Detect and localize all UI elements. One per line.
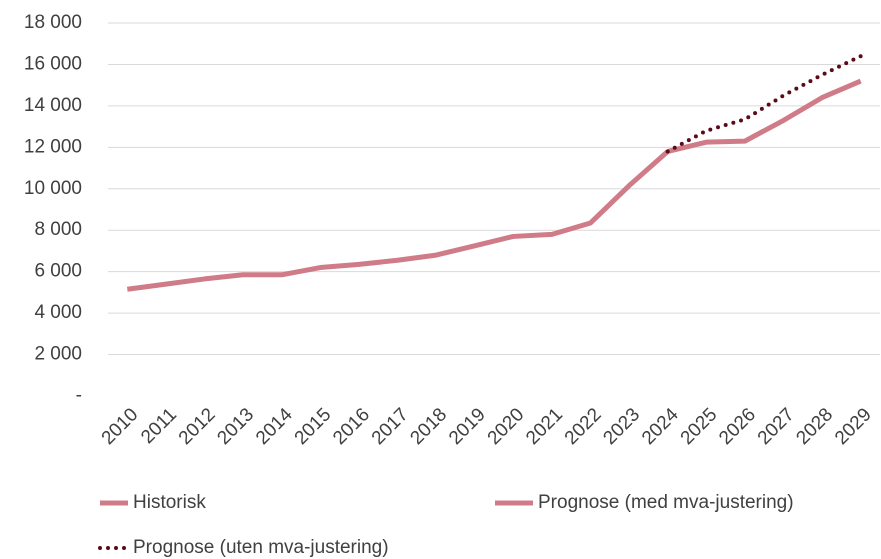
y-tick-label: 8 000 bbox=[34, 219, 82, 240]
x-tick-label: 2020 bbox=[484, 404, 529, 449]
x-tick-label: 2023 bbox=[599, 404, 644, 449]
y-tick-label: 4 000 bbox=[34, 302, 82, 323]
x-tick-label: 2026 bbox=[715, 404, 760, 449]
x-tick-label: 2014 bbox=[252, 404, 297, 449]
x-tick-label: 2016 bbox=[329, 404, 374, 449]
x-tick-label: 2019 bbox=[445, 404, 490, 449]
x-tick-label: 2011 bbox=[137, 404, 181, 448]
x-tick-label: 2017 bbox=[368, 404, 413, 449]
x-tick-label: 2025 bbox=[677, 404, 722, 449]
x-tick-label: 2029 bbox=[831, 404, 876, 449]
y-tick-label: 16 000 bbox=[24, 53, 82, 74]
y-tick-label: 2 000 bbox=[34, 344, 82, 365]
x-tick-label: 2021 bbox=[522, 404, 567, 449]
series-line bbox=[126, 149, 670, 292]
x-tick-label: 2018 bbox=[406, 404, 451, 449]
x-tick-label: 2027 bbox=[754, 404, 799, 449]
series-line bbox=[665, 54, 863, 154]
x-tick-label: 2010 bbox=[98, 404, 143, 449]
y-tick-label: 10 000 bbox=[24, 178, 82, 199]
y-tick-label: 18 000 bbox=[24, 12, 82, 33]
x-tick-label: 2013 bbox=[213, 404, 258, 449]
legend-label: Prognose (med mva-justering) bbox=[538, 492, 794, 513]
y-tick-label: 12 000 bbox=[24, 136, 82, 157]
y-tick-label: 14 000 bbox=[24, 95, 82, 116]
series-line bbox=[667, 78, 862, 154]
legend-label: Prognose (uten mva-justering) bbox=[133, 537, 389, 558]
x-tick-label: 2024 bbox=[638, 404, 683, 449]
x-tick-label: 2012 bbox=[175, 404, 220, 449]
legend-label: Historisk bbox=[133, 492, 206, 513]
y-tick-label: 6 000 bbox=[34, 261, 82, 282]
y-tick-label: - bbox=[76, 385, 82, 406]
x-tick-label: 2022 bbox=[561, 404, 606, 449]
x-tick-label: 2028 bbox=[792, 404, 837, 449]
x-tick-label: 2015 bbox=[291, 404, 336, 449]
